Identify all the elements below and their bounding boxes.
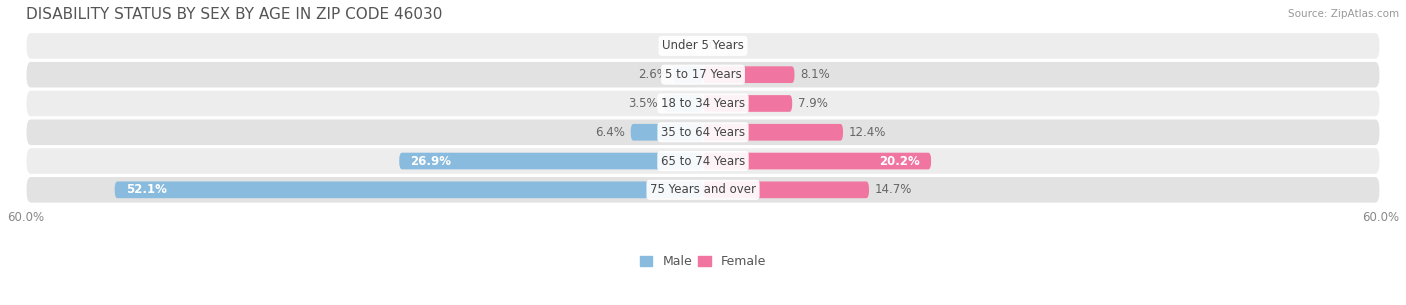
- Legend: Male, Female: Male, Female: [636, 250, 770, 273]
- FancyBboxPatch shape: [25, 176, 1381, 204]
- Text: 14.7%: 14.7%: [875, 183, 912, 196]
- Text: 2.6%: 2.6%: [638, 68, 668, 81]
- Text: 35 to 64 Years: 35 to 64 Years: [661, 126, 745, 139]
- Text: 65 to 74 Years: 65 to 74 Years: [661, 155, 745, 167]
- FancyBboxPatch shape: [399, 153, 703, 169]
- Text: 20.2%: 20.2%: [879, 155, 920, 167]
- Text: 0.0%: 0.0%: [709, 39, 738, 52]
- FancyBboxPatch shape: [703, 95, 792, 112]
- FancyBboxPatch shape: [25, 147, 1381, 175]
- Text: 7.9%: 7.9%: [797, 97, 828, 110]
- Text: Under 5 Years: Under 5 Years: [662, 39, 744, 52]
- Text: 5 to 17 Years: 5 to 17 Years: [665, 68, 741, 81]
- Text: 8.1%: 8.1%: [800, 68, 830, 81]
- FancyBboxPatch shape: [673, 66, 703, 83]
- Text: 75 Years and over: 75 Years and over: [650, 183, 756, 196]
- FancyBboxPatch shape: [631, 124, 703, 141]
- FancyBboxPatch shape: [703, 124, 844, 141]
- FancyBboxPatch shape: [25, 90, 1381, 117]
- FancyBboxPatch shape: [703, 181, 869, 198]
- Text: 12.4%: 12.4%: [849, 126, 886, 139]
- FancyBboxPatch shape: [115, 181, 703, 198]
- Text: 18 to 34 Years: 18 to 34 Years: [661, 97, 745, 110]
- Text: DISABILITY STATUS BY SEX BY AGE IN ZIP CODE 46030: DISABILITY STATUS BY SEX BY AGE IN ZIP C…: [25, 7, 441, 22]
- Text: Source: ZipAtlas.com: Source: ZipAtlas.com: [1288, 9, 1399, 19]
- FancyBboxPatch shape: [25, 61, 1381, 88]
- Text: 3.5%: 3.5%: [628, 97, 658, 110]
- Text: 0.0%: 0.0%: [668, 39, 697, 52]
- Text: 6.4%: 6.4%: [595, 126, 626, 139]
- FancyBboxPatch shape: [25, 118, 1381, 146]
- Text: 26.9%: 26.9%: [411, 155, 451, 167]
- FancyBboxPatch shape: [703, 66, 794, 83]
- FancyBboxPatch shape: [25, 32, 1381, 60]
- FancyBboxPatch shape: [703, 153, 931, 169]
- FancyBboxPatch shape: [664, 95, 703, 112]
- Text: 52.1%: 52.1%: [127, 183, 167, 196]
